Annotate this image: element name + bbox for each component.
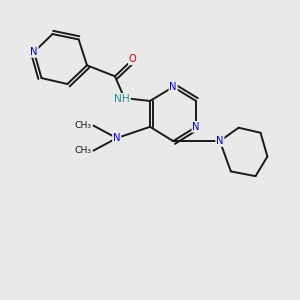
Text: N: N (113, 133, 121, 143)
Text: CH₃: CH₃ (74, 146, 91, 155)
Text: N: N (192, 122, 200, 132)
Text: NH: NH (114, 94, 130, 104)
Text: N: N (30, 47, 38, 57)
Text: N: N (169, 82, 177, 92)
Text: O: O (129, 54, 136, 64)
Text: N: N (216, 136, 224, 146)
Text: CH₃: CH₃ (74, 121, 91, 130)
